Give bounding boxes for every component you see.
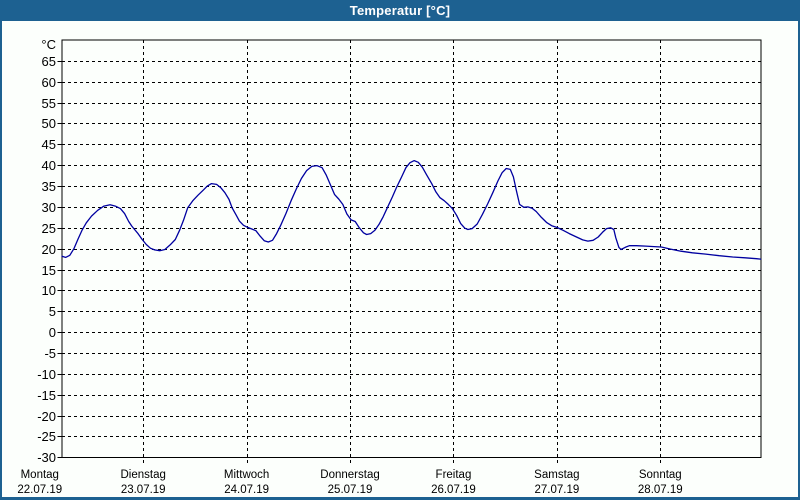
y-tick-label: -25 (37, 429, 56, 444)
y-tick-label: 50 (42, 116, 56, 131)
x-day-name-label: Montag (21, 469, 59, 481)
y-tick-label: 65 (42, 54, 56, 69)
x-day-date-label: 22.07.19 (17, 484, 62, 496)
y-tick-label: 10 (42, 283, 56, 298)
y-tick-label: 30 (42, 200, 56, 215)
y-tick-label: 25 (42, 221, 56, 236)
x-day-name-label: Samstag (534, 469, 579, 481)
y-tick-label: -5 (44, 346, 56, 361)
y-tick-label: 40 (42, 158, 56, 173)
y-tick-label: -15 (37, 388, 56, 403)
x-day-name-label: Mittwoch (224, 469, 269, 481)
y-tick-label: 45 (42, 137, 56, 152)
x-axis-labels: Montag 22.07.19 Dienstag 23.07.19 Mittwoch 24… (17, 469, 682, 496)
x-day-date-label: 27.07.19 (534, 484, 579, 496)
y-tick-label: 20 (42, 242, 56, 257)
x-day-date-label: 23.07.19 (121, 484, 166, 496)
x-day-name-label: Sonntag (639, 469, 682, 481)
x-day-name-label: Freitag (436, 469, 472, 481)
chart-canvas-background (2, 21, 798, 497)
temperature-curve (61, 159, 762, 260)
x-day-date-label: 26.07.19 (431, 484, 476, 496)
plot-border (61, 39, 762, 458)
window-title: Temperatur [°C] (349, 3, 451, 18)
y-tick-label: 5 (49, 304, 56, 319)
gridlines (62, 40, 761, 464)
y-tick-label: 55 (42, 96, 56, 111)
x-day-name-label: Donnerstag (320, 469, 379, 481)
y-tick-label: 35 (42, 179, 56, 194)
y-tick-label: -20 (37, 409, 56, 424)
y-axis-unit-label: °C (41, 37, 56, 52)
x-day-date-label: 24.07.19 (224, 484, 269, 496)
y-tick-label: 15 (42, 263, 56, 278)
window-titlebar: Temperatur [°C] (0, 0, 800, 21)
y-axis-labels: -30 -25 -20 -15 -10 -5 0 5 10 15 20 25 30 35 40 45 50 55 6… (37, 37, 56, 465)
y-axis-ticks (57, 61, 62, 458)
y-tick-label: -30 (37, 450, 56, 465)
x-day-name-label: Dienstag (121, 469, 166, 481)
x-day-date-label: 25.07.19 (328, 484, 373, 496)
y-tick-label: 60 (42, 75, 56, 90)
y-tick-label: -10 (37, 367, 56, 382)
x-day-date-label: 28.07.19 (638, 484, 683, 496)
y-tick-label: 0 (49, 325, 56, 340)
